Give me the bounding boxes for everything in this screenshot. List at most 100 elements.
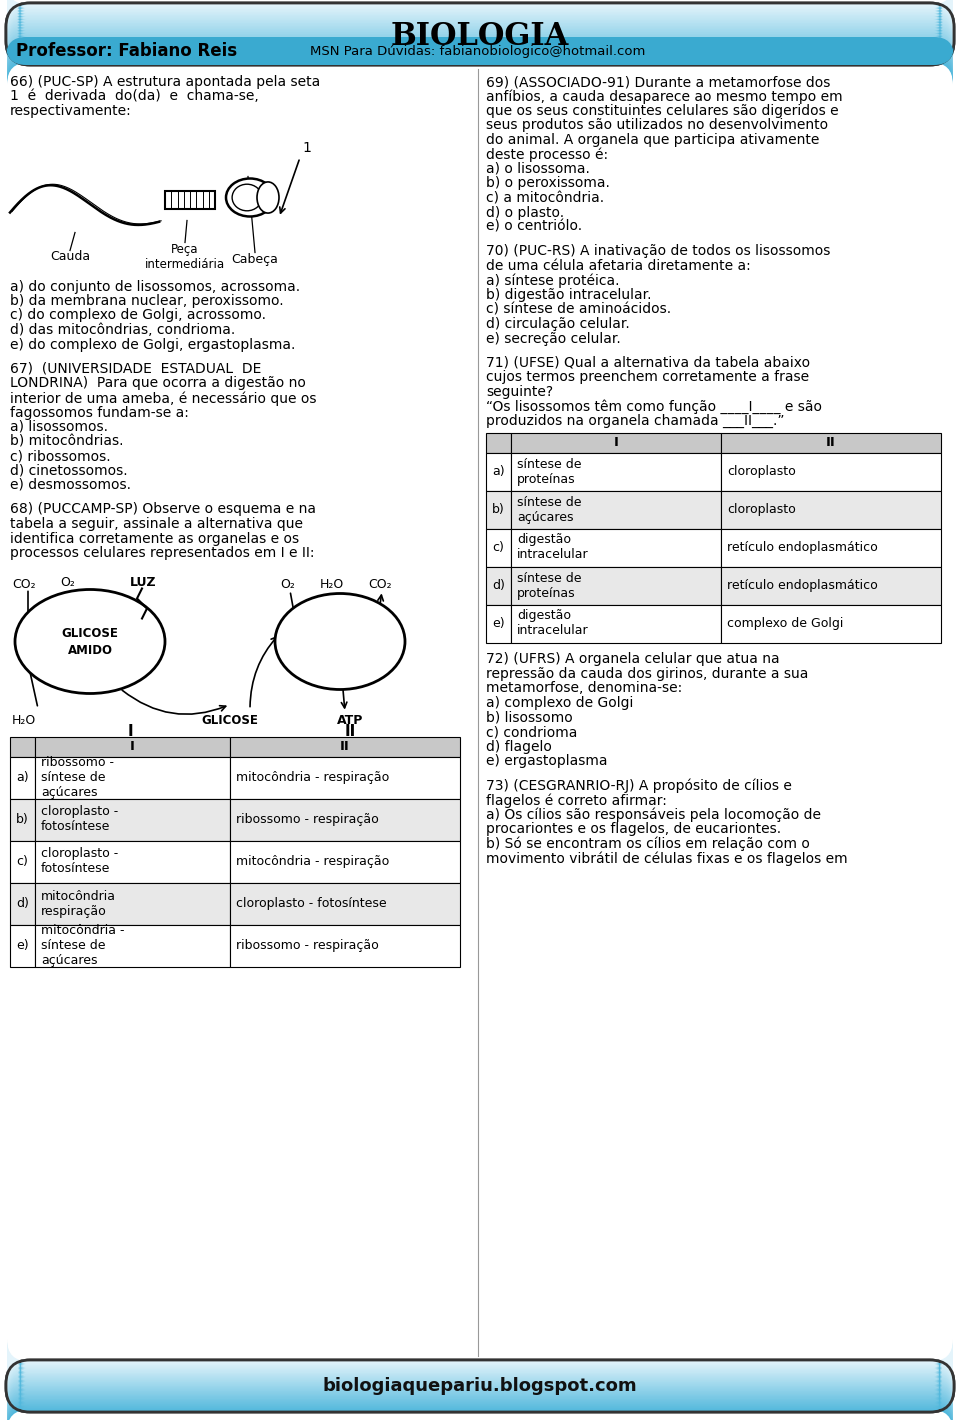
- FancyBboxPatch shape: [7, 37, 953, 78]
- Text: H₂O: H₂O: [320, 578, 345, 592]
- FancyBboxPatch shape: [7, 0, 953, 24]
- FancyBboxPatch shape: [7, 1353, 953, 1396]
- FancyBboxPatch shape: [7, 1349, 953, 1390]
- Text: d) o plasto.: d) o plasto.: [486, 206, 564, 220]
- Bar: [230, 924, 460, 967]
- Ellipse shape: [275, 594, 405, 690]
- Text: c) síntese de aminoácidos.: c) síntese de aminoácidos.: [486, 302, 671, 317]
- Bar: [35, 924, 230, 967]
- FancyBboxPatch shape: [7, 1343, 953, 1384]
- Text: biologiaquepariu.blogspot.com: biologiaquepariu.blogspot.com: [323, 1377, 637, 1394]
- Text: d) flagelo: d) flagelo: [486, 740, 552, 754]
- Bar: [10, 757, 35, 798]
- Text: Peça
intermediária: Peça intermediária: [145, 243, 225, 270]
- Text: e) secreção celular.: e) secreção celular.: [486, 331, 621, 345]
- Bar: [10, 924, 35, 967]
- Text: Professor: Fabiano Reis: Professor: Fabiano Reis: [16, 43, 237, 60]
- FancyBboxPatch shape: [7, 24, 953, 65]
- Text: CO₂: CO₂: [12, 578, 36, 592]
- FancyBboxPatch shape: [7, 7, 953, 48]
- Text: GLICOSE: GLICOSE: [202, 714, 258, 727]
- Text: digestão
intracelular: digestão intracelular: [517, 534, 588, 561]
- Bar: [511, 605, 721, 642]
- Bar: [230, 882, 460, 924]
- Text: Cabeça: Cabeça: [231, 253, 278, 266]
- Text: 69) (ASSOCIADO-91) Durante a metamorfose dos: 69) (ASSOCIADO-91) Durante a metamorfose…: [486, 75, 830, 89]
- Text: digestão
intracelular: digestão intracelular: [517, 609, 588, 638]
- FancyBboxPatch shape: [7, 0, 953, 41]
- Text: cloroplasto -
fotosíntese: cloroplasto - fotosíntese: [41, 805, 118, 834]
- Text: II: II: [827, 436, 836, 449]
- Bar: [230, 841, 460, 882]
- Text: c): c): [16, 855, 29, 868]
- FancyBboxPatch shape: [7, 3, 953, 44]
- Bar: [511, 528, 721, 567]
- Text: ribossomo -
síntese de
açúcares: ribossomo - síntese de açúcares: [41, 755, 114, 799]
- Bar: [486, 528, 511, 567]
- Text: BIOLOGIA: BIOLOGIA: [391, 21, 569, 53]
- Text: identifica corretamente as organelas e os: identifica corretamente as organelas e o…: [10, 531, 300, 545]
- Text: b): b): [16, 814, 29, 826]
- Text: d) cinetossomos.: d) cinetossomos.: [10, 463, 128, 477]
- FancyBboxPatch shape: [7, 1366, 953, 1409]
- Bar: [721, 567, 941, 605]
- Text: GLICOSE: GLICOSE: [61, 628, 118, 640]
- Text: fagossomos fundam-se a:: fagossomos fundam-se a:: [10, 406, 189, 419]
- Ellipse shape: [226, 179, 274, 216]
- Text: c) condrioma: c) condrioma: [486, 726, 577, 738]
- FancyBboxPatch shape: [7, 0, 953, 40]
- FancyBboxPatch shape: [7, 34, 953, 75]
- Text: complexo de Golgi: complexo de Golgi: [727, 618, 844, 630]
- Bar: [486, 605, 511, 642]
- FancyBboxPatch shape: [7, 1358, 953, 1399]
- Text: 71) (UFSE) Qual a alternativa da tabela abaixo: 71) (UFSE) Qual a alternativa da tabela …: [486, 356, 810, 371]
- FancyBboxPatch shape: [7, 10, 953, 53]
- Text: MSN Para Dúvidas: fabianobiologico@hotmail.com: MSN Para Dúvidas: fabianobiologico@hotma…: [310, 44, 645, 57]
- FancyBboxPatch shape: [7, 40, 953, 81]
- Text: síntese de
proteínas: síntese de proteínas: [517, 457, 582, 486]
- Bar: [35, 798, 230, 841]
- FancyBboxPatch shape: [7, 36, 953, 77]
- FancyBboxPatch shape: [7, 33, 953, 74]
- FancyBboxPatch shape: [6, 1360, 954, 1411]
- Text: b) lisossomo: b) lisossomo: [486, 710, 573, 724]
- Text: H₂O: H₂O: [12, 714, 36, 727]
- Text: a) lisossomos.: a) lisossomos.: [10, 420, 108, 435]
- Bar: [721, 490, 941, 528]
- Bar: [721, 453, 941, 490]
- FancyBboxPatch shape: [7, 1380, 953, 1420]
- Text: produzidos na organela chamada ___II___.”: produzidos na organela chamada ___II___.…: [486, 415, 784, 429]
- Text: c) a mitocôndria.: c) a mitocôndria.: [486, 192, 604, 204]
- FancyBboxPatch shape: [7, 1, 953, 43]
- FancyBboxPatch shape: [7, 1355, 953, 1397]
- Text: processos celulares representados em I e II:: processos celulares representados em I e…: [10, 547, 315, 559]
- FancyBboxPatch shape: [7, 1359, 953, 1400]
- Bar: [230, 798, 460, 841]
- Bar: [486, 567, 511, 605]
- Text: d) das mitocôndrias, condrioma.: d) das mitocôndrias, condrioma.: [10, 322, 235, 337]
- FancyBboxPatch shape: [7, 0, 953, 30]
- FancyBboxPatch shape: [7, 26, 953, 67]
- Text: a) o lisossoma.: a) o lisossoma.: [486, 162, 589, 176]
- Text: b) mitocôndrias.: b) mitocôndrias.: [10, 435, 124, 449]
- FancyBboxPatch shape: [7, 20, 953, 61]
- Text: I: I: [130, 740, 135, 753]
- Bar: [486, 490, 511, 528]
- Text: respectivamente:: respectivamente:: [10, 104, 132, 118]
- Text: c) ribossomos.: c) ribossomos.: [10, 449, 110, 463]
- FancyBboxPatch shape: [7, 14, 953, 55]
- Bar: [10, 841, 35, 882]
- FancyBboxPatch shape: [7, 1384, 953, 1420]
- Text: tabela a seguir, assinale a alternativa que: tabela a seguir, assinale a alternativa …: [10, 517, 303, 531]
- Bar: [721, 528, 941, 567]
- FancyBboxPatch shape: [7, 1346, 953, 1387]
- FancyBboxPatch shape: [7, 0, 953, 27]
- FancyBboxPatch shape: [7, 0, 953, 31]
- FancyBboxPatch shape: [7, 1369, 953, 1411]
- Text: ATP: ATP: [337, 714, 363, 727]
- FancyBboxPatch shape: [7, 28, 953, 71]
- Text: e) o centriólo.: e) o centriólo.: [486, 220, 582, 234]
- FancyBboxPatch shape: [7, 1376, 953, 1417]
- Text: metamorfose, denomina-se:: metamorfose, denomina-se:: [486, 682, 683, 696]
- Text: c) do complexo de Golgi, acrossomo.: c) do complexo de Golgi, acrossomo.: [10, 308, 266, 322]
